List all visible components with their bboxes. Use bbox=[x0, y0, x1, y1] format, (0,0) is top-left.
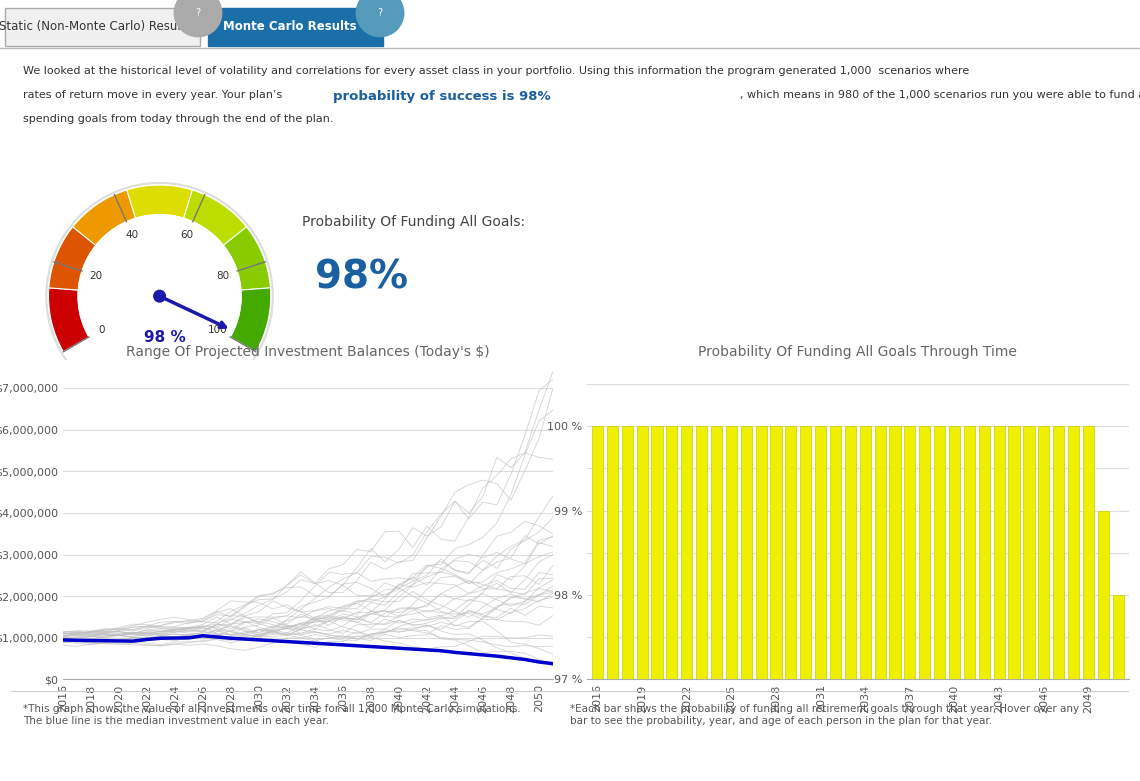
Bar bbox=[666, 426, 677, 781]
Bar bbox=[741, 426, 752, 781]
Wedge shape bbox=[49, 288, 89, 351]
Bar bbox=[1039, 426, 1050, 781]
Bar bbox=[963, 426, 975, 781]
Bar bbox=[592, 426, 603, 781]
Bar bbox=[1053, 426, 1065, 781]
Title: Range Of Projected Investment Balances (Today's $): Range Of Projected Investment Balances (… bbox=[127, 345, 489, 359]
Text: Monte Carlo Results: Monte Carlo Results bbox=[223, 20, 357, 34]
Text: rates of return move in every year. Your plan’s: rates of return move in every year. Your… bbox=[23, 91, 285, 100]
Bar bbox=[756, 426, 767, 781]
Bar bbox=[606, 426, 618, 781]
Bar bbox=[726, 426, 736, 781]
Text: ?: ? bbox=[377, 8, 383, 18]
Wedge shape bbox=[223, 226, 270, 290]
Bar bbox=[1009, 426, 1019, 781]
Text: 98 %: 98 % bbox=[144, 330, 186, 345]
Circle shape bbox=[154, 291, 165, 302]
Text: spending goals from today through the end of the plan.: spending goals from today through the en… bbox=[23, 114, 333, 124]
Bar bbox=[919, 426, 930, 781]
Bar bbox=[651, 426, 662, 781]
Text: ?: ? bbox=[195, 8, 201, 18]
Bar bbox=[771, 426, 782, 781]
Wedge shape bbox=[73, 190, 136, 245]
Text: 100: 100 bbox=[207, 325, 227, 334]
Bar bbox=[1024, 426, 1034, 781]
Circle shape bbox=[78, 215, 242, 378]
FancyBboxPatch shape bbox=[207, 8, 383, 46]
Text: We looked at the historical level of volatility and correlations for every asset: We looked at the historical level of vol… bbox=[23, 66, 969, 76]
Wedge shape bbox=[127, 185, 193, 218]
Bar bbox=[1068, 426, 1080, 781]
Bar bbox=[800, 426, 812, 781]
Wedge shape bbox=[49, 226, 96, 290]
Text: , which means in 980 of the 1,000 scenarios run you were able to fund all: , which means in 980 of the 1,000 scenar… bbox=[740, 91, 1140, 100]
Bar bbox=[830, 426, 841, 781]
Text: *This graph shows the value of all investments over time for all 1,000 Monte Car: *This graph shows the value of all inves… bbox=[23, 704, 520, 726]
Bar bbox=[948, 426, 960, 781]
Bar bbox=[815, 426, 826, 781]
Bar bbox=[934, 426, 945, 781]
Bar bbox=[711, 426, 722, 781]
Bar bbox=[785, 426, 797, 781]
FancyBboxPatch shape bbox=[5, 8, 199, 46]
Title: Probability Of Funding All Goals Through Time: Probability Of Funding All Goals Through… bbox=[699, 345, 1017, 359]
Bar bbox=[904, 426, 915, 781]
Bar bbox=[621, 426, 633, 781]
Bar bbox=[860, 426, 871, 781]
Text: 60: 60 bbox=[180, 230, 194, 241]
Text: 20: 20 bbox=[90, 270, 103, 280]
Text: Probability Of Funding All Goals:: Probability Of Funding All Goals: bbox=[302, 216, 526, 230]
Text: 0: 0 bbox=[98, 325, 105, 334]
Text: Static (Non-Monte Carlo) Results: Static (Non-Monte Carlo) Results bbox=[0, 20, 192, 34]
Wedge shape bbox=[184, 190, 246, 245]
Text: 40: 40 bbox=[125, 230, 139, 241]
Bar bbox=[994, 426, 1004, 781]
Text: probability of success is 98%: probability of success is 98% bbox=[333, 91, 551, 103]
Bar bbox=[636, 426, 648, 781]
Bar bbox=[874, 426, 886, 781]
Bar bbox=[1083, 426, 1094, 781]
Text: 98%: 98% bbox=[315, 259, 408, 297]
Bar bbox=[979, 426, 990, 781]
Bar bbox=[1098, 511, 1109, 781]
Text: *Each bar shows the probability of funding all retirement goals through that yea: *Each bar shows the probability of fundi… bbox=[570, 704, 1080, 726]
Bar bbox=[697, 426, 707, 781]
Bar bbox=[889, 426, 901, 781]
Wedge shape bbox=[230, 288, 270, 351]
Bar bbox=[1113, 595, 1124, 781]
Bar bbox=[845, 426, 856, 781]
Text: 80: 80 bbox=[217, 270, 229, 280]
Bar bbox=[682, 426, 692, 781]
